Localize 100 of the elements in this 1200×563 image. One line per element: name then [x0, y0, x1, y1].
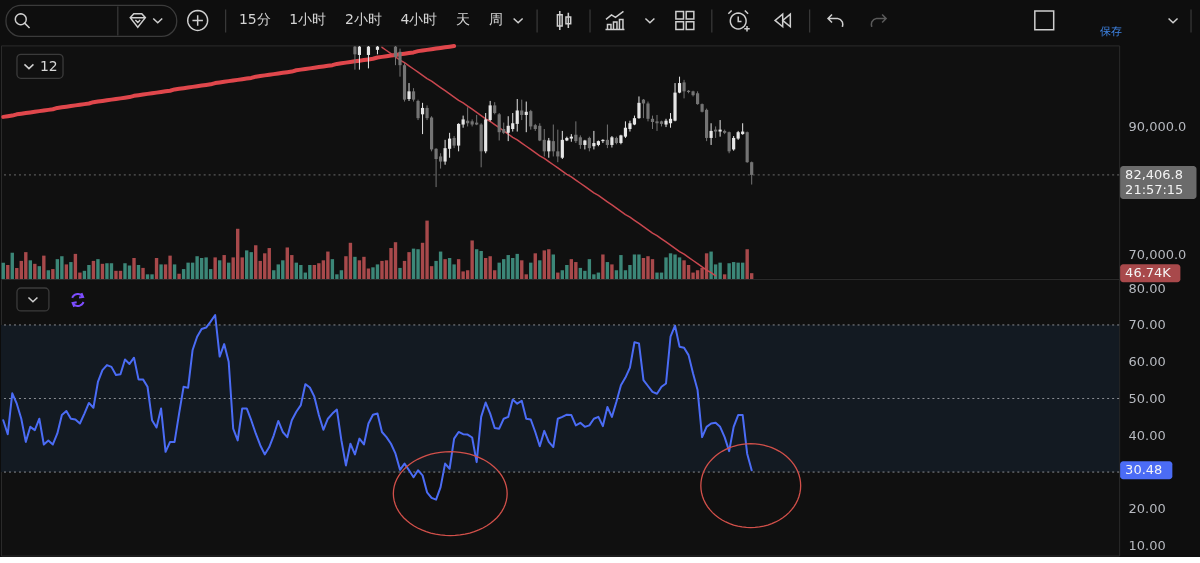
bar — [443, 259, 447, 279]
bar — [141, 267, 145, 279]
bar — [574, 262, 578, 279]
bar — [610, 264, 614, 279]
bar — [668, 253, 673, 279]
candlestick — [416, 99, 420, 121]
bar — [263, 253, 267, 279]
y-tick-label: 80.00 — [1128, 280, 1166, 296]
candlestick — [353, 45, 357, 71]
text: 2小时 — [344, 11, 382, 28]
candlestick — [520, 99, 524, 121]
candlestick — [497, 112, 501, 141]
bar — [353, 256, 357, 279]
bar — [398, 267, 402, 279]
bar — [281, 260, 285, 279]
candlestick — [664, 118, 668, 128]
bar — [55, 259, 60, 279]
bar — [28, 260, 32, 279]
candlestick — [592, 130, 596, 150]
bar — [195, 256, 199, 279]
candlestick — [709, 122, 713, 146]
bar — [619, 255, 623, 279]
bar — [159, 264, 163, 279]
bar — [727, 263, 731, 279]
bar — [646, 256, 650, 279]
bar — [69, 262, 73, 279]
candlestick — [547, 137, 551, 159]
bar — [380, 260, 384, 279]
bar — [637, 254, 641, 279]
candlestick — [655, 114, 659, 132]
candlestick — [488, 100, 492, 122]
bar — [709, 251, 713, 279]
bar — [33, 263, 37, 279]
y-tick-label: 10.00 — [1128, 538, 1166, 554]
bar — [105, 263, 109, 279]
y-tick-label: 50.00 — [1128, 391, 1166, 407]
candlestick — [420, 102, 425, 135]
y-tick-label: 20.00 — [1128, 501, 1166, 517]
text: 21:57:15 — [1125, 181, 1184, 197]
bar — [488, 256, 492, 279]
bar — [745, 249, 749, 279]
y-tick-label: 40.00 — [1128, 427, 1166, 443]
bar — [42, 255, 46, 279]
bar — [272, 270, 276, 279]
y-tick-label: 60.00 — [1128, 354, 1166, 370]
bar — [456, 259, 461, 279]
bar — [538, 260, 542, 279]
bar — [222, 255, 226, 279]
bar — [64, 264, 69, 279]
bar — [145, 274, 150, 279]
candlestick — [524, 101, 528, 133]
candlestick — [637, 95, 641, 120]
bar — [520, 260, 524, 279]
bar — [524, 274, 528, 279]
bar — [542, 250, 546, 279]
annotation: 12 — [39, 57, 58, 74]
text: 46.74K — [1125, 265, 1172, 281]
bar — [533, 253, 537, 279]
bar — [722, 274, 727, 279]
y-tick-label: 70.00 — [1128, 317, 1166, 333]
bar — [60, 256, 64, 279]
bar — [736, 262, 740, 279]
text: 4小时 — [400, 11, 438, 28]
bar — [362, 256, 366, 279]
candlestick — [461, 115, 465, 129]
text: 30.48 — [1125, 462, 1163, 478]
bar — [565, 264, 569, 279]
candlestick — [556, 129, 560, 163]
bar — [664, 257, 668, 279]
bar — [123, 263, 127, 279]
candlestick — [551, 124, 555, 157]
bar — [299, 264, 303, 279]
candlestick — [443, 139, 447, 166]
bar — [677, 257, 682, 279]
bar — [479, 250, 483, 279]
bar — [276, 264, 280, 279]
bar — [718, 262, 722, 279]
candlestick — [718, 119, 722, 138]
text: 15分 — [238, 11, 271, 28]
bar — [375, 264, 380, 279]
bar — [587, 259, 592, 279]
line-series — [1, 44, 457, 119]
bar — [695, 270, 700, 279]
bar — [240, 257, 244, 279]
ref-line-label: 82,406.8 — [1125, 166, 1183, 182]
candlestick — [714, 125, 718, 139]
bar — [425, 220, 429, 279]
bar — [213, 257, 217, 279]
y-tick-label: 90,000.0 — [1128, 118, 1187, 134]
bar — [416, 249, 420, 279]
candlestick — [574, 120, 578, 144]
candlestick — [515, 98, 519, 133]
bar — [87, 264, 91, 279]
bar — [470, 240, 474, 279]
bar — [132, 257, 136, 279]
text: 保存 — [1100, 25, 1123, 39]
bar — [407, 252, 411, 279]
candlestick — [398, 48, 402, 78]
bar — [632, 254, 637, 279]
text: 天 — [456, 11, 471, 28]
